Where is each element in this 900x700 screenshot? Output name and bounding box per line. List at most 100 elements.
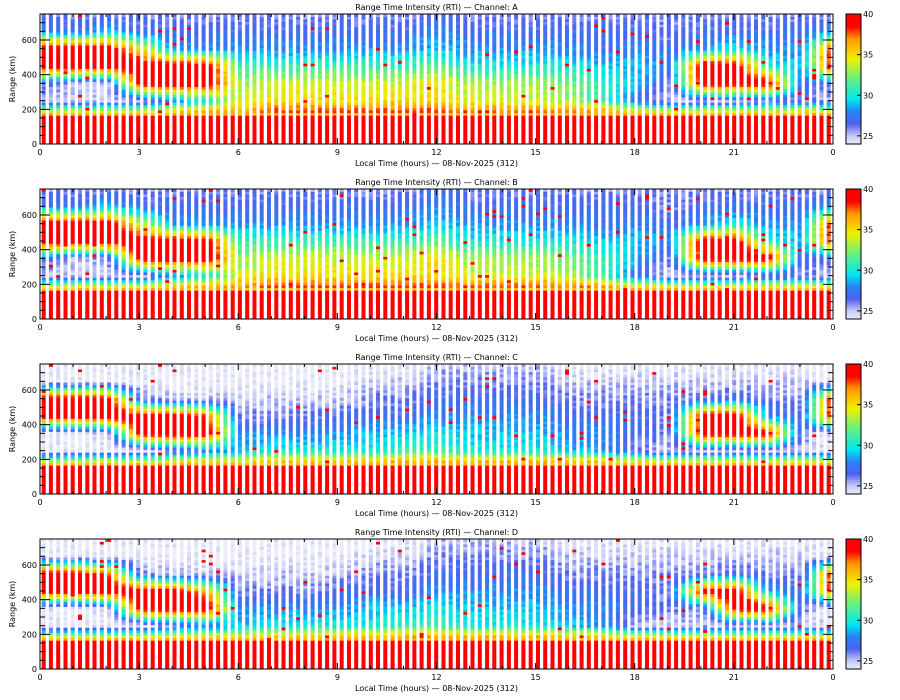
heatmap-cell <box>230 34 235 38</box>
heatmap-cell <box>572 14 577 17</box>
heatmap-cell <box>637 112 642 116</box>
heatmap-cell <box>128 42 133 46</box>
heatmap-cell <box>136 40 141 43</box>
heatmap-cell <box>463 50 468 54</box>
heatmap-cell <box>528 42 533 46</box>
heatmap-cell <box>666 79 671 82</box>
heatmap-cell <box>223 45 228 49</box>
heatmap-cell <box>608 118 613 121</box>
heatmap-cell <box>390 19 395 23</box>
heatmap-cell <box>434 102 439 106</box>
heatmap-cell <box>274 138 279 142</box>
heatmap-cell <box>695 40 700 43</box>
heatmap-cell <box>267 24 271 28</box>
heatmap-cell <box>310 16 315 20</box>
heatmap-cell <box>361 53 366 56</box>
heatmap-cell <box>187 84 191 88</box>
heatmap-cell <box>681 79 686 82</box>
heatmap-cell <box>543 76 548 80</box>
heatmap-cell <box>63 60 68 64</box>
heatmap-cell <box>412 73 417 77</box>
heatmap-cell <box>259 94 264 98</box>
heatmap-cell <box>85 76 90 80</box>
heatmap-cell <box>623 120 628 124</box>
heatmap-cell <box>376 16 380 20</box>
heatmap-cell <box>48 76 53 80</box>
heatmap-cell <box>528 29 533 33</box>
heatmap-cell <box>296 120 301 124</box>
heatmap-cell <box>710 58 715 62</box>
heatmap-cell <box>92 40 97 43</box>
heatmap-cell <box>579 131 584 134</box>
heatmap-cell <box>230 79 235 82</box>
heatmap-cell <box>158 84 162 88</box>
heatmap-cell <box>521 112 526 116</box>
heatmap-cell <box>630 131 635 134</box>
heatmap-cell <box>441 58 446 62</box>
heatmap-cell <box>281 50 286 54</box>
heatmap-cell <box>56 63 61 67</box>
heatmap-cell <box>426 50 431 54</box>
heatmap-cell <box>536 58 540 62</box>
heatmap-cell <box>659 24 664 28</box>
heatmap-cell <box>405 37 410 41</box>
heatmap-cell <box>528 63 533 67</box>
heatmap-cell <box>754 92 758 95</box>
heatmap-cell <box>223 14 228 17</box>
heatmap-cell <box>594 94 599 98</box>
heatmap-cell <box>237 32 242 36</box>
heatmap-cell <box>521 136 526 140</box>
heatmap-cell <box>695 19 700 23</box>
heatmap-cell <box>187 110 191 114</box>
heatmap-cell <box>746 14 751 17</box>
heatmap-cell <box>158 92 162 95</box>
heatmap-cell <box>56 40 61 43</box>
heatmap-cell <box>179 136 184 140</box>
heatmap-cell <box>303 107 308 111</box>
heatmap-cell <box>572 120 577 124</box>
heatmap-cell <box>557 107 562 111</box>
heatmap-cell <box>543 29 548 33</box>
heatmap-cell <box>703 19 708 23</box>
heatmap-cell <box>506 21 511 25</box>
heatmap-cell <box>310 118 315 121</box>
heatmap-cell <box>339 37 344 41</box>
heatmap-cell <box>92 131 97 134</box>
heatmap-cell <box>703 125 708 129</box>
heatmap-cell <box>674 120 679 124</box>
heatmap-cell <box>528 115 533 119</box>
heatmap-cell <box>586 110 591 114</box>
heatmap-cell <box>666 37 671 41</box>
heatmap-cell <box>601 21 606 25</box>
heatmap-cell <box>325 138 330 142</box>
heatmap-cell <box>259 115 264 119</box>
heatmap-cell <box>441 76 446 80</box>
heatmap-cell <box>514 136 519 140</box>
heatmap-cell <box>659 131 664 134</box>
heatmap-cell <box>536 141 540 145</box>
heatmap-cell <box>426 79 431 82</box>
heatmap-cell <box>492 21 497 25</box>
heatmap-cell <box>717 71 722 75</box>
heatmap-cell <box>601 84 606 88</box>
heatmap-cell <box>470 71 475 75</box>
heatmap-cell <box>179 125 184 129</box>
heatmap-cell <box>354 115 359 119</box>
heatmap-cell <box>85 32 90 36</box>
heatmap-cell <box>397 45 402 49</box>
heatmap-cell <box>361 133 366 137</box>
heatmap-cell <box>303 105 308 108</box>
heatmap-cell <box>208 141 213 145</box>
heatmap-cell <box>223 133 228 137</box>
heatmap-cell <box>448 32 453 36</box>
heatmap-cell <box>56 99 61 103</box>
heatmap-cell <box>63 81 68 85</box>
heatmap-cell <box>717 29 722 33</box>
heatmap-cell <box>761 84 766 88</box>
heatmap-cell <box>645 118 649 121</box>
heatmap-cell <box>303 42 308 46</box>
heatmap-cell <box>717 24 722 28</box>
heatmap-cell <box>528 99 533 103</box>
heatmap-cell <box>310 34 315 38</box>
heatmap-cell <box>586 71 591 75</box>
